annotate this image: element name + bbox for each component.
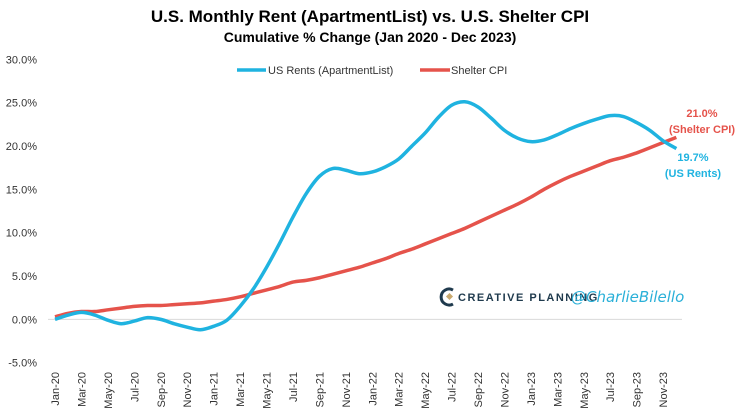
x-tick-label: Jul-22 — [447, 372, 459, 402]
watermark-handle: @CharlieBilello — [571, 288, 684, 306]
series-line-shelter-cpi — [54, 135, 677, 319]
chart-subtitle: Cumulative % Change (Jan 2020 - Dec 2023… — [224, 29, 517, 45]
annotation-rents: 19.7% (US Rents) — [665, 152, 722, 180]
annotation-shelter-value: 21.0% — [686, 108, 717, 120]
x-tick-label: Jan-21 — [209, 372, 221, 406]
x-tick-label: Jul-21 — [288, 372, 300, 402]
x-tick-label: Mar-20 — [76, 372, 88, 407]
x-tick-label: May-22 — [420, 372, 432, 409]
x-tick-label: Jan-22 — [367, 372, 379, 406]
x-tick-label: Jan-20 — [50, 372, 62, 406]
annotation-rents-label: (US Rents) — [665, 168, 722, 180]
x-tick-label: Jan-23 — [526, 372, 538, 406]
x-tick-label: Nov-23 — [658, 372, 670, 407]
chart-title: U.S. Monthly Rent (ApartmentList) vs. U.… — [151, 7, 589, 26]
y-tick-label: 15.0% — [6, 184, 37, 196]
x-tick-label: Jul-20 — [129, 372, 141, 402]
x-tick-label: May-23 — [579, 372, 591, 409]
y-tick-label: 10.0% — [6, 228, 37, 240]
x-tick-label: May-21 — [262, 372, 274, 409]
x-tick-label: Sep-21 — [314, 372, 326, 407]
x-tick-label: Sep-23 — [632, 372, 644, 407]
creative-planning-logo-icon — [439, 287, 454, 307]
watermark: CREATIVE PLANNING @CharlieBilello — [439, 287, 684, 307]
annotation-shelter-label: (Shelter CPI) — [669, 124, 735, 136]
y-tick-label: -5.0% — [8, 358, 37, 370]
series-line-us-rents-apartmentlist — [54, 99, 678, 332]
x-tick-label: Nov-22 — [499, 372, 511, 407]
watermark-brand: CREATIVE PLANNING — [458, 292, 599, 304]
x-tick-label: May-20 — [103, 372, 115, 409]
x-axis: Jan-20 Mar-20 May-20 Jul-20 Sep-20 Nov-20 Jan-… — [50, 372, 670, 409]
x-tick-label: Jul-23 — [605, 372, 617, 402]
y-tick-label: 0.0% — [12, 314, 37, 326]
annotation-rents-value: 19.7% — [677, 152, 708, 164]
series-lines — [54, 99, 678, 332]
x-tick-label: Mar-23 — [552, 372, 564, 407]
y-tick-label: 5.0% — [12, 271, 37, 283]
y-axis: -5.0% 0.0% 5.0% 10.0% 15.0% 20.0% 25.0% 30.0% — [6, 54, 37, 369]
x-tick-label: Nov-21 — [341, 372, 353, 407]
legend-label-shelter: Shelter CPI — [451, 65, 507, 77]
legend-label-rents: US Rents (ApartmentList) — [268, 65, 393, 77]
y-tick-label: 25.0% — [6, 98, 37, 110]
x-tick-label: Nov-20 — [182, 372, 194, 407]
x-tick-label: Mar-22 — [394, 372, 406, 407]
y-tick-label: 30.0% — [6, 54, 37, 66]
legend: US Rents (ApartmentList) Shelter CPI — [237, 65, 507, 77]
y-tick-label: 20.0% — [6, 141, 37, 153]
x-tick-label: Sep-20 — [156, 372, 168, 407]
x-tick-label: Mar-21 — [235, 372, 247, 407]
x-tick-label: Sep-22 — [473, 372, 485, 407]
annotation-shelter: 21.0% (Shelter CPI) — [669, 108, 735, 136]
